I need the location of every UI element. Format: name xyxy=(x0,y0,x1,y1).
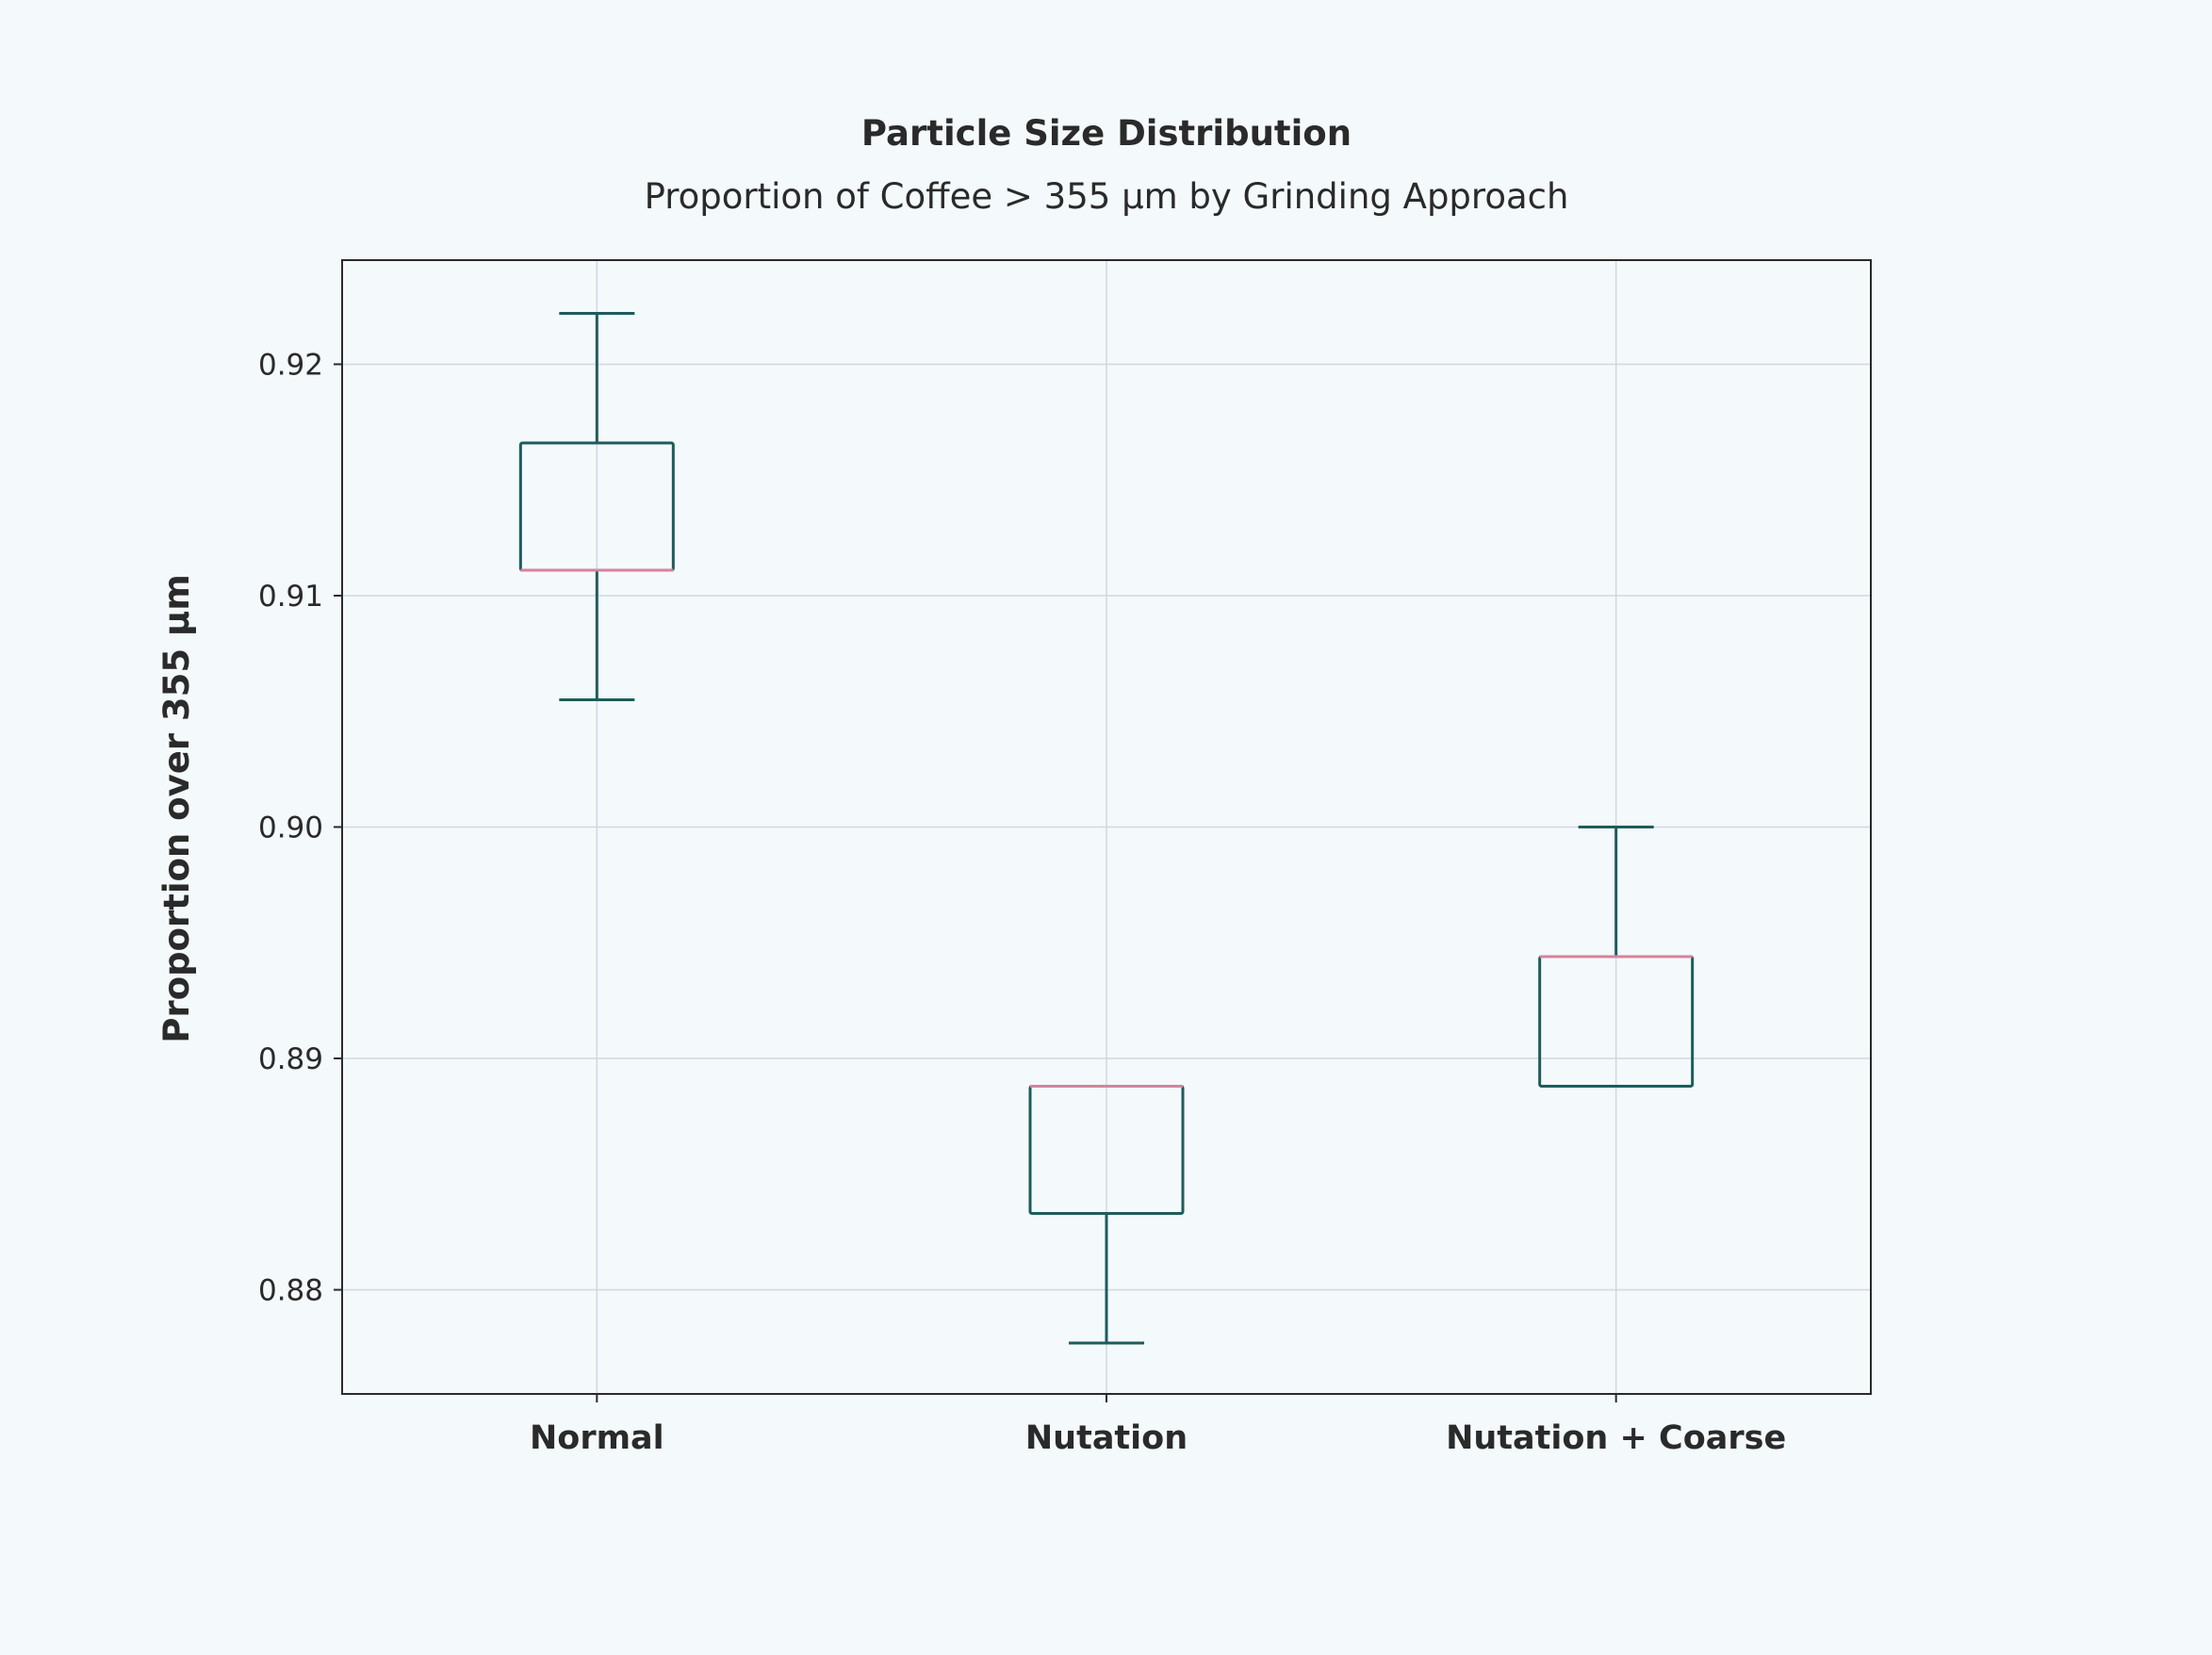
x-axis: Normal Nutation Nutation + Coarse xyxy=(530,1394,1786,1457)
y-tick-label: 0.92 xyxy=(258,348,323,382)
y-axis-label: Proportion over 355 μm xyxy=(156,574,197,1043)
y-tick-label: 0.91 xyxy=(258,580,323,614)
y-tick-label: 0.90 xyxy=(258,811,323,845)
box-normal xyxy=(518,311,675,701)
chart-subtitle: Proportion of Coffee > 355 μm by Grindin… xyxy=(645,176,1569,217)
x-tick-label: Nutation + Coarse xyxy=(1446,1419,1786,1457)
y-axis: 0.88 0.89 0.90 0.91 0.92 xyxy=(258,348,342,1308)
box-nutation xyxy=(1028,1084,1185,1345)
y-tick-label: 0.88 xyxy=(258,1274,323,1308)
x-tick-label: Nutation xyxy=(1025,1419,1188,1457)
box-layer xyxy=(518,311,1695,1345)
y-tick-label: 0.89 xyxy=(258,1042,323,1076)
chart-title: Particle Size Distribution xyxy=(861,113,1352,154)
box-nutation-coarse xyxy=(1538,826,1695,1088)
x-tick-label: Normal xyxy=(530,1419,664,1457)
